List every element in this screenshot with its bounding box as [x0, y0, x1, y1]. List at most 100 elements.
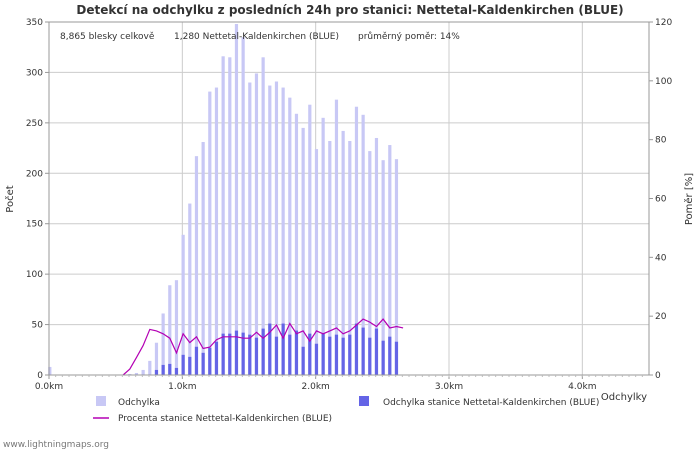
bar-total	[308, 104, 312, 376]
bar-station	[228, 333, 232, 375]
bar-station	[354, 323, 359, 375]
bar-station	[161, 364, 165, 375]
x-tick-label: 0.0km	[35, 382, 63, 392]
bar-total	[234, 24, 239, 375]
bar-total	[181, 234, 185, 375]
bar-total	[201, 142, 205, 375]
legend-label-ratio: Procenta stanice Nettetal-Kaldenkirchen …	[118, 414, 332, 424]
x-axis: 0.0km 1.0km 2.0km 3.0km 4.0km	[35, 375, 643, 392]
y-axis-right-label: Poměr [%]	[683, 173, 695, 225]
bar-total	[374, 137, 379, 375]
bar-total	[294, 113, 299, 375]
bar-total	[48, 366, 52, 375]
bar-station	[268, 323, 272, 375]
bar-total	[161, 313, 165, 375]
bar-station	[368, 337, 372, 375]
bar-total	[194, 156, 199, 375]
bar-total	[394, 159, 399, 375]
bar-station	[314, 343, 319, 375]
bar-station	[221, 333, 225, 375]
bar-total	[274, 81, 279, 376]
bar-total	[328, 141, 332, 375]
ratio-line	[122, 318, 404, 376]
bar-station	[194, 346, 199, 375]
bar-total	[354, 106, 359, 375]
bar-station	[374, 328, 379, 375]
bar-station	[294, 330, 299, 375]
bar-station	[348, 334, 352, 375]
bar-total	[174, 280, 179, 375]
bar-total	[168, 285, 172, 375]
bar-total	[254, 73, 259, 376]
bar-total	[348, 141, 352, 375]
y-right-tick-label: 100	[655, 77, 672, 87]
bar-station	[301, 346, 305, 375]
bar-station	[281, 323, 285, 375]
bar-station	[154, 369, 159, 375]
y-left-tick-label: 350	[26, 18, 43, 28]
y-right-axis: 0 20 40 60 80 100 120	[649, 18, 672, 381]
bar-total	[241, 37, 245, 375]
y-left-tick-label: 250	[26, 119, 43, 129]
bar-total	[134, 372, 139, 375]
bar-station	[188, 356, 192, 375]
bar-station	[308, 333, 312, 375]
y-right-tick-label: 80	[655, 136, 667, 146]
legend: Odchylka Odchylka stanice Nettetal-Kalde…	[93, 396, 599, 424]
bar-station	[181, 354, 185, 375]
bar-station	[254, 337, 259, 375]
bars-total-series	[48, 24, 399, 376]
x-tick-label: 1.0km	[168, 382, 196, 392]
y-right-tick-label: 60	[655, 195, 667, 205]
x-axis-label: Odchylky	[601, 392, 647, 403]
y-right-tick-label: 120	[655, 18, 672, 28]
chart-title: Detekcí na odchylku z posledních 24h pro…	[76, 3, 623, 17]
bar-total	[314, 149, 319, 375]
bar-total	[334, 99, 339, 375]
bar-station	[248, 334, 252, 375]
bar-total	[148, 360, 152, 375]
bar-total	[128, 373, 132, 375]
bar-total	[368, 151, 372, 375]
bar-total	[288, 97, 292, 376]
bar-total	[248, 82, 252, 375]
y-left-tick-label: 150	[26, 220, 43, 230]
bar-station	[288, 334, 292, 375]
bar-station	[274, 336, 279, 375]
bar-total	[221, 56, 225, 375]
legend-swatch-station	[359, 396, 369, 406]
bar-total	[341, 130, 345, 375]
bar-total	[388, 145, 392, 375]
y-left-axis: 0 50 100 150 200 250 300 350	[26, 18, 49, 381]
y-right-tick-label: 0	[655, 371, 661, 381]
y-right-tick-label: 20	[655, 312, 667, 322]
x-tick-label: 2.0km	[302, 382, 330, 392]
bar-station	[261, 328, 265, 375]
bar-station	[388, 336, 392, 375]
bar-total	[301, 127, 305, 376]
x-tick-label: 3.0km	[435, 382, 463, 392]
bar-total	[141, 369, 145, 375]
bar-station	[361, 327, 365, 375]
bar-station	[381, 340, 385, 375]
y-left-tick-label: 50	[32, 321, 44, 331]
bar-total	[208, 91, 212, 375]
y-axis-left-label: Počet	[4, 185, 16, 212]
x-tick-label: 4.0km	[568, 382, 596, 392]
summary-station: 1,280 Nettetal-Kaldenkirchen (BLUE)	[174, 32, 339, 42]
bar-total	[228, 57, 232, 376]
bar-total	[261, 57, 265, 376]
bar-station	[234, 330, 239, 375]
bar-total	[188, 203, 192, 375]
bar-station	[241, 332, 245, 375]
bar-total	[268, 85, 272, 375]
bar-total	[361, 114, 365, 375]
legend-label-total: Odchylka	[118, 398, 160, 408]
bar-total	[214, 87, 219, 376]
summary-total: 8,865 blesky celkově	[60, 32, 155, 42]
legend-swatch-total	[96, 396, 106, 406]
bar-total	[281, 87, 285, 376]
bars-station-series	[154, 323, 399, 375]
bar-station	[394, 341, 399, 375]
